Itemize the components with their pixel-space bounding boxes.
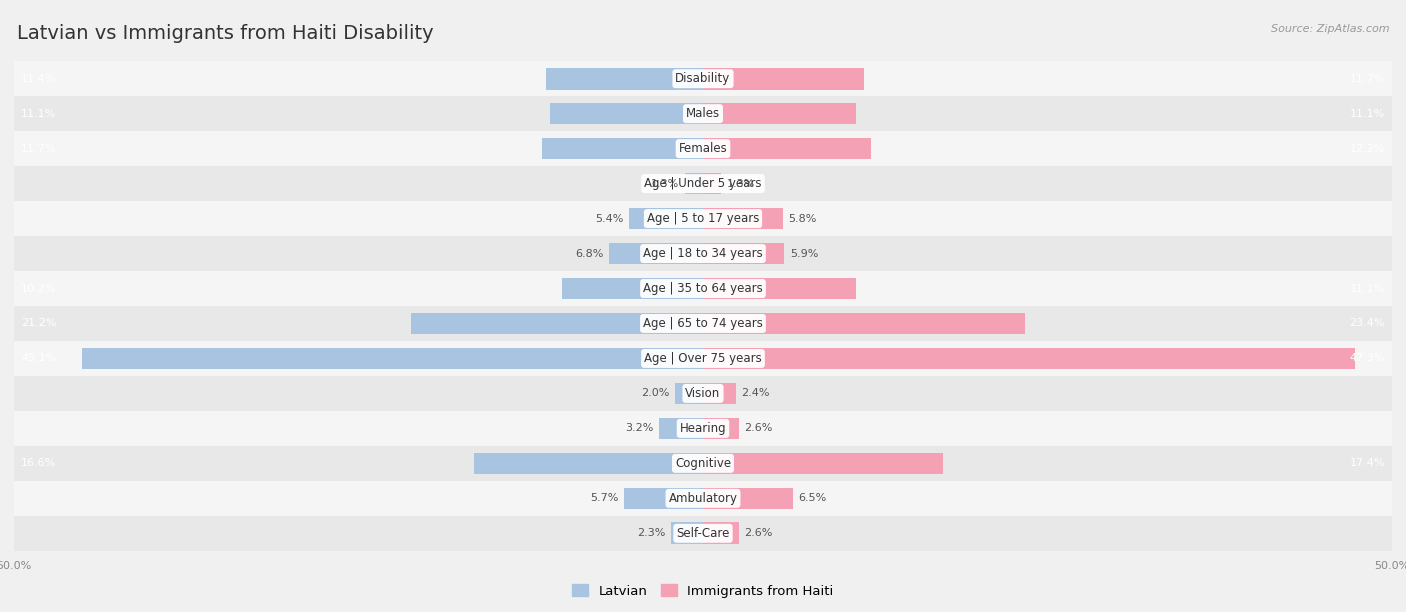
Bar [703, 452, 943, 474]
Text: 11.7%: 11.7% [1350, 73, 1385, 84]
Bar [703, 138, 872, 160]
Text: Vision: Vision [685, 387, 721, 400]
Text: Age | 35 to 64 years: Age | 35 to 64 years [643, 282, 763, 295]
Bar [703, 417, 738, 439]
Text: Age | 65 to 74 years: Age | 65 to 74 years [643, 317, 763, 330]
Bar [703, 68, 865, 89]
Text: 11.7%: 11.7% [21, 144, 56, 154]
Bar [474, 452, 703, 474]
Bar [14, 201, 1392, 236]
Text: Cognitive: Cognitive [675, 457, 731, 470]
Text: Age | Under 5 years: Age | Under 5 years [644, 177, 762, 190]
Text: Age | Over 75 years: Age | Over 75 years [644, 352, 762, 365]
Text: 2.6%: 2.6% [744, 424, 773, 433]
Bar [703, 523, 738, 544]
Text: 21.2%: 21.2% [21, 318, 56, 329]
Bar [411, 313, 703, 334]
Text: Age | 5 to 17 years: Age | 5 to 17 years [647, 212, 759, 225]
Bar [685, 173, 703, 195]
Bar [703, 348, 1355, 369]
Bar [14, 236, 1392, 271]
Bar [550, 103, 703, 124]
Bar [671, 523, 703, 544]
Legend: Latvian, Immigrants from Haiti: Latvian, Immigrants from Haiti [567, 579, 839, 603]
Text: 6.8%: 6.8% [575, 248, 603, 258]
Text: Latvian vs Immigrants from Haiti Disability: Latvian vs Immigrants from Haiti Disabil… [17, 24, 433, 43]
Text: 16.6%: 16.6% [21, 458, 56, 468]
Bar [624, 488, 703, 509]
Bar [14, 446, 1392, 481]
Text: 6.5%: 6.5% [799, 493, 827, 503]
Bar [546, 68, 703, 89]
Bar [659, 417, 703, 439]
Bar [703, 382, 737, 405]
Text: 11.1%: 11.1% [1350, 283, 1385, 294]
Text: 45.1%: 45.1% [21, 354, 56, 364]
Bar [82, 348, 703, 369]
Text: 11.1%: 11.1% [1350, 109, 1385, 119]
Bar [675, 382, 703, 405]
Text: 1.3%: 1.3% [651, 179, 679, 188]
Text: 5.9%: 5.9% [790, 248, 818, 258]
Text: 2.0%: 2.0% [641, 389, 669, 398]
Bar [703, 243, 785, 264]
Text: 5.7%: 5.7% [591, 493, 619, 503]
Bar [703, 207, 783, 230]
Bar [14, 271, 1392, 306]
Bar [14, 516, 1392, 551]
Bar [14, 376, 1392, 411]
Text: 2.3%: 2.3% [637, 528, 666, 539]
Text: 12.2%: 12.2% [1350, 144, 1385, 154]
Text: Disability: Disability [675, 72, 731, 85]
Text: 11.1%: 11.1% [21, 109, 56, 119]
Bar [14, 131, 1392, 166]
Bar [14, 96, 1392, 131]
Text: Hearing: Hearing [679, 422, 727, 435]
Bar [703, 173, 721, 195]
Bar [703, 278, 856, 299]
Text: 23.4%: 23.4% [1350, 318, 1385, 329]
Bar [14, 481, 1392, 516]
Bar [703, 103, 856, 124]
Text: 5.8%: 5.8% [789, 214, 817, 223]
Text: 5.4%: 5.4% [595, 214, 623, 223]
Text: 17.4%: 17.4% [1350, 458, 1385, 468]
Bar [14, 306, 1392, 341]
Bar [628, 207, 703, 230]
Bar [14, 61, 1392, 96]
Bar [562, 278, 703, 299]
Bar [541, 138, 703, 160]
Text: 10.2%: 10.2% [21, 283, 56, 294]
Bar [703, 488, 793, 509]
Text: 1.3%: 1.3% [727, 179, 755, 188]
Text: Males: Males [686, 107, 720, 120]
Text: 2.6%: 2.6% [744, 528, 773, 539]
Bar [609, 243, 703, 264]
Bar [703, 313, 1025, 334]
Text: Age | 18 to 34 years: Age | 18 to 34 years [643, 247, 763, 260]
Bar [14, 166, 1392, 201]
Text: 3.2%: 3.2% [626, 424, 654, 433]
Text: Females: Females [679, 142, 727, 155]
Text: 47.3%: 47.3% [1350, 354, 1385, 364]
Text: 2.4%: 2.4% [741, 389, 770, 398]
Bar [14, 411, 1392, 446]
Text: Ambulatory: Ambulatory [668, 492, 738, 505]
Text: Self-Care: Self-Care [676, 527, 730, 540]
Bar [14, 341, 1392, 376]
Text: 11.4%: 11.4% [21, 73, 56, 84]
Text: Source: ZipAtlas.com: Source: ZipAtlas.com [1271, 24, 1389, 34]
